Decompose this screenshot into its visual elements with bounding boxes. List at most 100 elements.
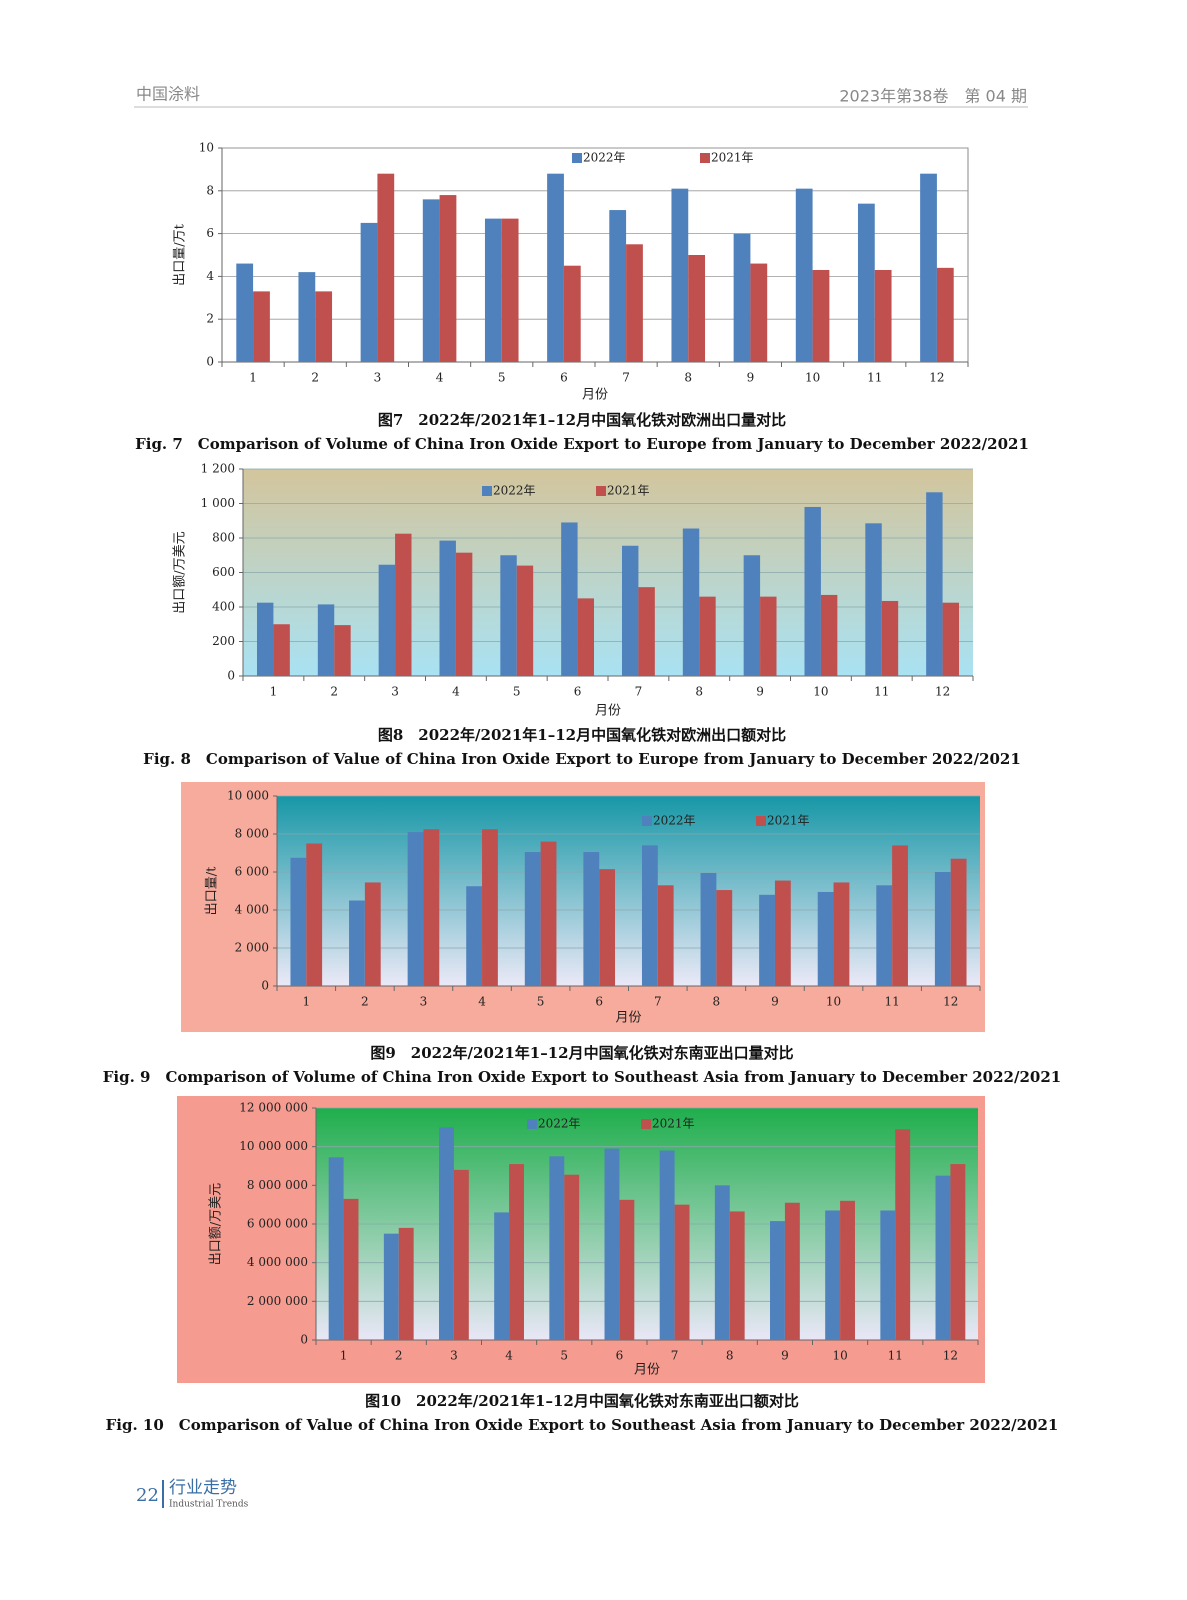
x-tick-label: 1 <box>270 685 278 699</box>
plot-area <box>221 147 969 363</box>
legend-swatch <box>527 1119 537 1129</box>
x-axis-title: 月份 <box>582 388 608 403</box>
y-tick-label: 12 000 000 <box>239 1101 308 1115</box>
y-tick-label: 10 000 <box>227 789 269 803</box>
bar <box>881 600 899 676</box>
x-tick-label: 8 <box>695 685 703 699</box>
y-tick-label: 0 <box>261 979 269 993</box>
bar <box>674 1204 690 1340</box>
bar <box>439 540 456 676</box>
x-tick-label: 3 <box>391 685 399 699</box>
x-tick-label: 8 <box>726 1349 734 1363</box>
bar <box>364 882 381 986</box>
bar <box>804 506 821 676</box>
y-tick-label: 0 <box>227 669 235 683</box>
bar <box>759 894 775 986</box>
x-tick-label: 3 <box>374 371 382 385</box>
bar <box>820 594 838 676</box>
caption-en: Fig. 9 Comparison of Volume of China Iro… <box>103 1068 1061 1086</box>
bar <box>682 528 700 676</box>
y-tick-label: 1 000 <box>201 496 235 510</box>
legend-label: 2021年 <box>607 484 650 498</box>
bar <box>942 602 960 676</box>
y-tick-label: 0 <box>206 355 214 369</box>
x-tick-label: 12 <box>929 371 944 385</box>
bar <box>880 1210 896 1340</box>
bar <box>494 1212 510 1340</box>
x-tick-label: 4 <box>436 371 444 385</box>
legend-label: 2022年 <box>653 814 696 828</box>
bar <box>825 1210 841 1340</box>
bar <box>484 218 502 362</box>
bar <box>561 522 578 676</box>
x-tick-label: 11 <box>888 1349 903 1363</box>
x-tick-label: 5 <box>513 685 521 699</box>
bar <box>714 1185 730 1340</box>
bar <box>540 841 557 986</box>
bar <box>500 555 517 676</box>
bar <box>549 1156 565 1340</box>
bar <box>407 832 424 986</box>
x-tick-label: 10 <box>805 371 820 385</box>
bar <box>583 852 600 986</box>
legend-swatch <box>641 1119 651 1129</box>
bar <box>334 625 351 676</box>
bar <box>934 872 951 986</box>
x-tick-label: 10 <box>832 1349 847 1363</box>
x-tick-label: 7 <box>635 685 643 699</box>
bar <box>236 263 254 362</box>
legend-label: 2021年 <box>767 814 810 828</box>
bar <box>760 596 777 676</box>
caption-cn: 图10 2022年/2021年1–12月中国氧化铁对东南亚出口额对比 <box>365 1392 799 1410</box>
legend-label: 2022年 <box>583 151 626 165</box>
x-tick-label: 9 <box>771 995 779 1009</box>
y-tick-label: 0 <box>300 1333 308 1347</box>
legend-swatch <box>756 816 766 826</box>
y-tick-label: 400 <box>212 600 235 614</box>
bar <box>516 565 534 676</box>
x-tick-label: 4 <box>505 1349 513 1363</box>
bar <box>439 1127 454 1340</box>
bar <box>895 1129 911 1340</box>
legend-label: 2022年 <box>493 484 536 498</box>
x-tick-label: 2 <box>395 1349 403 1363</box>
x-tick-label: 11 <box>867 371 882 385</box>
bar <box>874 269 892 362</box>
bar <box>383 1233 399 1340</box>
y-tick-label: 6 <box>206 226 214 240</box>
bar <box>378 564 396 676</box>
bar <box>423 829 440 986</box>
bar <box>453 1169 469 1340</box>
x-tick-label: 2 <box>361 995 369 1009</box>
bar <box>317 604 335 676</box>
x-tick-label: 3 <box>450 1349 458 1363</box>
legend-swatch <box>572 153 582 163</box>
bar <box>609 210 627 362</box>
y-tick-label: 200 <box>212 634 235 648</box>
x-tick-label: 12 <box>935 685 950 699</box>
y-tick-label: 4 000 000 <box>247 1255 308 1269</box>
bar <box>733 233 751 362</box>
bar <box>626 244 643 362</box>
section: 行业走势 <box>169 1478 237 1498</box>
caption-en: Fig. 10 Comparison of Value of China Iro… <box>106 1416 1059 1434</box>
bar <box>577 598 595 676</box>
y-tick-label: 1 200 <box>201 462 235 476</box>
legend-label: 2021年 <box>711 151 754 165</box>
x-tick-label: 10 <box>826 995 841 1009</box>
x-tick-label: 6 <box>595 995 603 1009</box>
y-axis-title: 出口量/t <box>205 866 220 915</box>
x-tick-label: 11 <box>874 685 889 699</box>
legend-swatch <box>642 816 652 826</box>
x-tick-label: 7 <box>622 371 630 385</box>
x-tick-label: 6 <box>560 371 568 385</box>
bar <box>466 886 483 986</box>
bar <box>833 882 850 986</box>
y-tick-label: 2 <box>206 312 214 326</box>
bar <box>439 195 457 362</box>
bar <box>455 552 473 676</box>
bar <box>750 263 768 362</box>
y-tick-label: 600 <box>212 565 235 579</box>
y-tick-label: 2 000 000 <box>247 1294 308 1308</box>
bar <box>501 218 519 362</box>
